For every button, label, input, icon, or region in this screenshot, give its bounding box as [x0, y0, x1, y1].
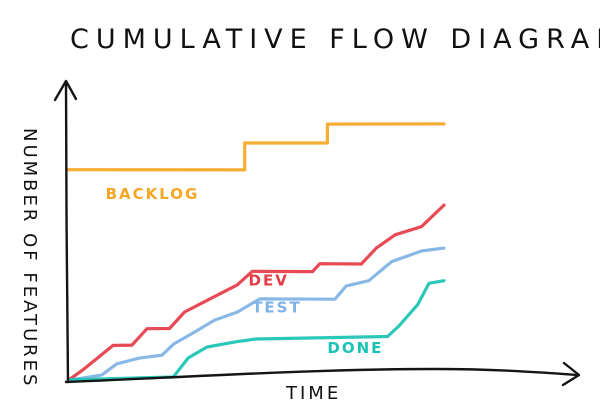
done-series-line	[66, 279, 446, 382]
x-axis-line	[64, 367, 580, 384]
dev-series-line	[66, 203, 446, 383]
series-layer	[66, 122, 446, 383]
x-axis-arrowhead	[561, 361, 581, 387]
y-axis-label: NUMBER OF FEATURES	[19, 128, 40, 388]
y-axis-line	[64, 80, 70, 384]
y-axis-arrowhead	[53, 79, 78, 102]
test-series-line	[66, 246, 446, 383]
dev-series-label: DEV	[249, 272, 289, 290]
backlog-series-label: BACKLOG	[106, 185, 200, 203]
test-series-label: TEST	[252, 299, 302, 317]
done-series-label: DONE	[327, 339, 383, 357]
series-label-layer: BACKLOG DEV TEST DONE	[106, 185, 383, 357]
x-axis-label: TIME	[285, 383, 341, 404]
chart-title: CUMULATIVE FLOW DIAGRAM	[70, 24, 600, 55]
backlog-series-line	[66, 122, 446, 172]
